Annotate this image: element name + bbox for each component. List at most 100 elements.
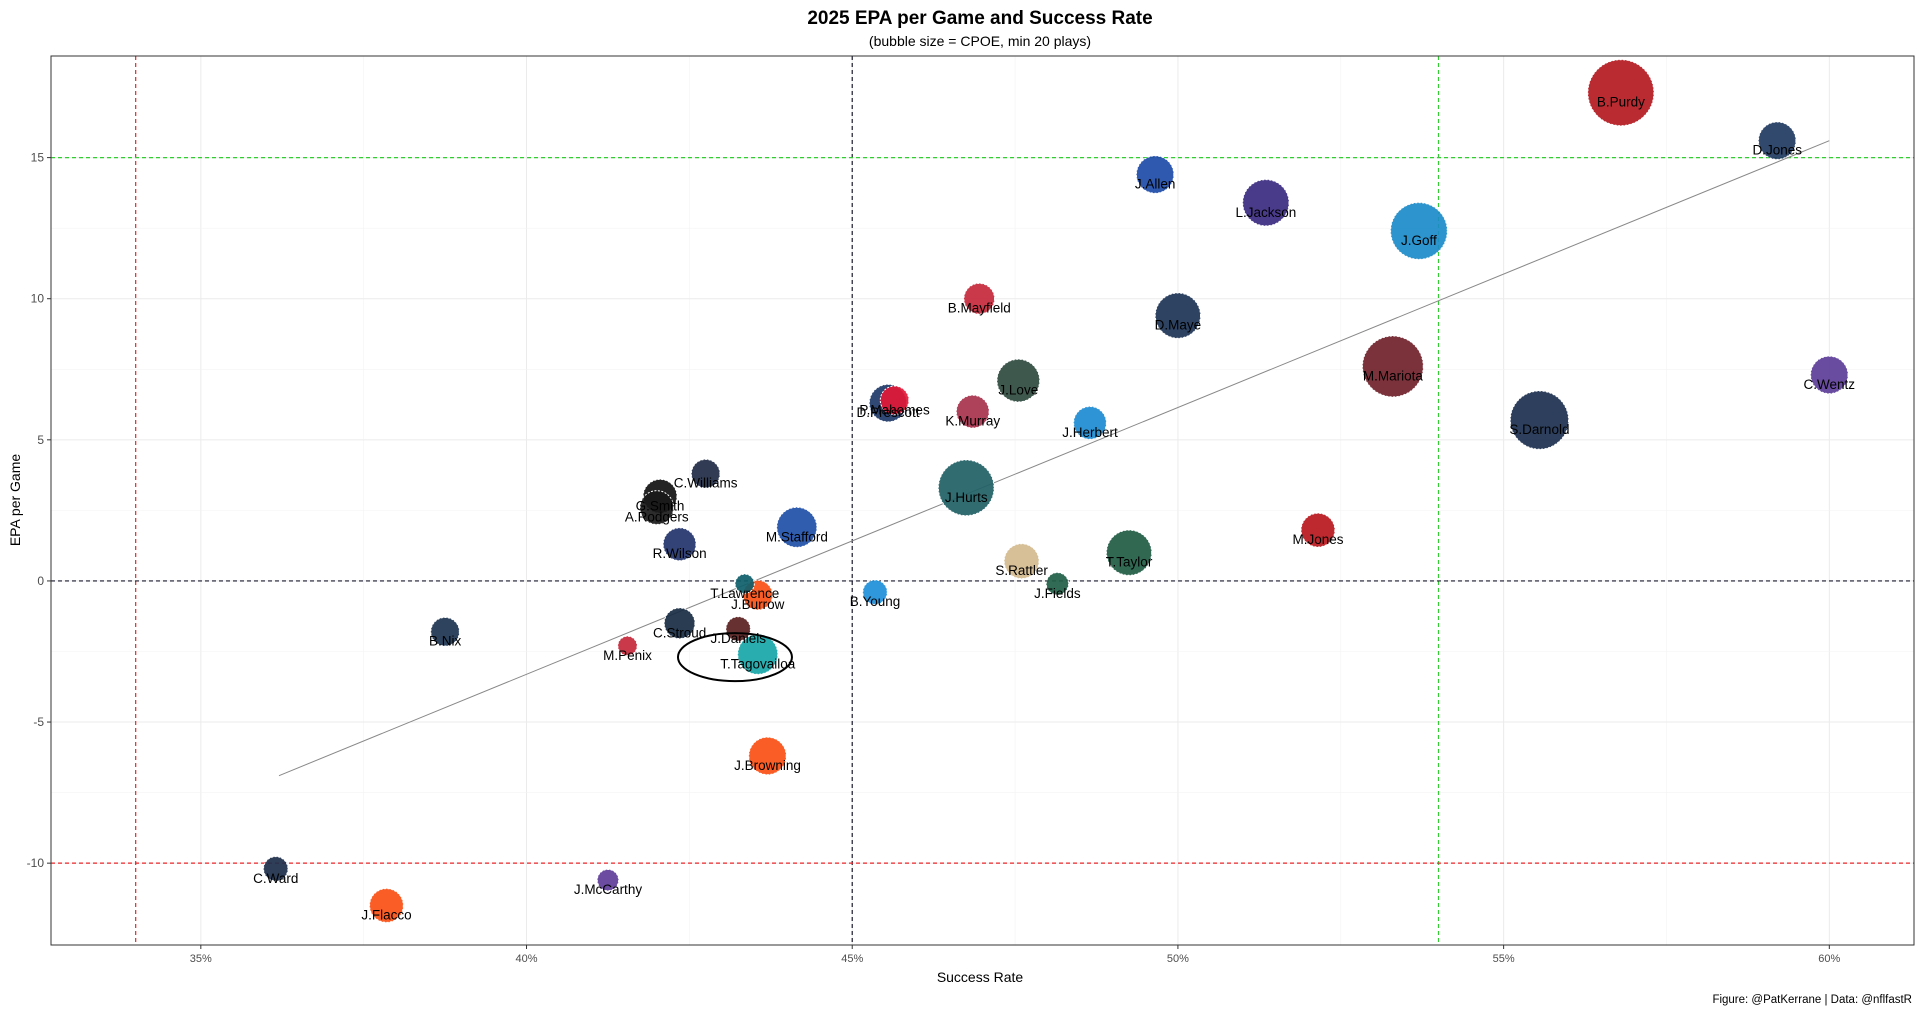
data-point [1154, 292, 1202, 339]
data-point [776, 506, 818, 548]
point-label: R.Wilson [653, 546, 707, 561]
point-label: P.Mahomes [859, 402, 930, 417]
data-point [1105, 529, 1153, 576]
x-axis-ticks: 35% 40% 45% 50% 55% 60% [190, 945, 1841, 965]
data-points [263, 59, 1849, 923]
point-label: K.Murray [945, 414, 1000, 429]
point-label: C.Wentz [1804, 377, 1856, 392]
regression-line [278, 140, 1830, 777]
point-label: J.Browning [734, 758, 801, 773]
point-label: S.Rattler [995, 563, 1048, 578]
data-point [937, 459, 995, 517]
point-label: J.Herbert [1062, 425, 1118, 440]
data-point [639, 490, 675, 525]
y-axis-ticks: -10 -5 0 5 10 15 [27, 151, 51, 870]
point-label: M.Jones [1292, 532, 1343, 547]
x-tick-label: 40% [516, 953, 538, 965]
data-point [963, 282, 996, 315]
y-axis-title: EPA per Game [7, 454, 23, 547]
data-point [1003, 543, 1040, 580]
point-label: T.Lawrence [710, 586, 779, 601]
data-point [1300, 512, 1336, 548]
data-point [1587, 59, 1655, 127]
point-label: C.Stroud [653, 625, 706, 640]
data-point [1073, 406, 1107, 440]
data-point [1242, 179, 1290, 227]
data-point [1390, 202, 1448, 260]
point-label: D.Maye [1155, 318, 1202, 333]
data-point [1509, 390, 1570, 450]
point-label: B.Mayfield [948, 301, 1011, 316]
data-point [1045, 572, 1070, 596]
data-point [263, 856, 289, 882]
y-tick-label: 15 [31, 151, 45, 165]
point-label: J.Love [998, 383, 1038, 398]
x-tick-label: 50% [1167, 953, 1189, 965]
data-point [1758, 121, 1797, 160]
x-tick-label: 45% [841, 953, 863, 965]
point-label: J.Goff [1401, 233, 1437, 248]
point-label: C.Ward [253, 871, 298, 886]
point-label: J.Burrow [731, 597, 785, 612]
x-axis-title: Success Rate [937, 969, 1024, 985]
data-point [369, 888, 404, 923]
data-point [879, 385, 910, 416]
x-tick-label: 60% [1818, 953, 1840, 965]
data-point [862, 579, 888, 605]
point-label: M.Mariota [1363, 368, 1424, 383]
data-point [996, 358, 1041, 403]
point-label: J.Hurts [945, 490, 988, 505]
reference-lines [51, 56, 1914, 945]
y-tick-label: 0 [37, 574, 44, 588]
data-point [596, 868, 620, 892]
point-label: A.Rodgers [625, 510, 689, 525]
point-label: T.Tagovailoa [720, 656, 796, 671]
point-label: J.Flacco [361, 907, 411, 922]
point-labels: B.Purdy D.Jones J.Allen L.Jackson J.Goff B.Ma… [253, 95, 1855, 923]
plot-panel-border [50, 55, 1915, 946]
data-point [1361, 335, 1424, 398]
point-label: B.Young [850, 594, 901, 609]
chart-title: 2025 EPA per Game and Success Rate [807, 8, 1152, 29]
data-point [748, 736, 787, 776]
point-label: M.Stafford [766, 529, 828, 544]
point-label: T.Taylor [1106, 555, 1153, 570]
point-label: S.Darnold [1509, 422, 1569, 437]
point-label: M.Penix [603, 648, 652, 663]
highlight-ellipse [676, 632, 793, 683]
point-label: J.McCarthy [574, 882, 643, 897]
y-tick-label: -5 [33, 715, 44, 729]
point-label: C.Williams [674, 476, 738, 491]
point-label: B.Nix [429, 634, 462, 649]
data-point [737, 633, 779, 675]
point-label: J.Allen [1135, 177, 1176, 192]
data-point [734, 573, 755, 594]
data-point [430, 616, 460, 647]
chart-subtitle: (bubble size = CPOE, min 20 plays) [869, 33, 1091, 49]
data-point [663, 607, 696, 640]
y-tick-label: 5 [37, 433, 44, 447]
chart-caption: Figure: @PatKerrane | Data: @nflfastR [1712, 994, 1912, 1006]
data-point [725, 616, 751, 642]
x-tick-label: 35% [190, 953, 212, 965]
data-point [955, 394, 990, 429]
trend-line [278, 140, 1830, 777]
point-label: D.Jones [1752, 143, 1802, 158]
x-tick-label: 55% [1493, 953, 1515, 965]
highlight-ellipse-mark [676, 632, 793, 683]
point-label: D.Prescott [857, 405, 920, 420]
point-label: G.Smith [636, 498, 685, 513]
data-point [1135, 155, 1175, 194]
data-point [662, 527, 697, 562]
point-label: J.Fields [1034, 586, 1081, 601]
point-label: B.Purdy [1597, 95, 1645, 110]
y-tick-label: -10 [27, 856, 45, 870]
point-label: L.Jackson [1235, 205, 1296, 220]
data-point [1810, 355, 1849, 395]
point-label: J.Daniels [710, 631, 766, 646]
data-point [690, 458, 721, 489]
y-tick-label: 10 [31, 292, 45, 306]
data-point [617, 635, 638, 656]
